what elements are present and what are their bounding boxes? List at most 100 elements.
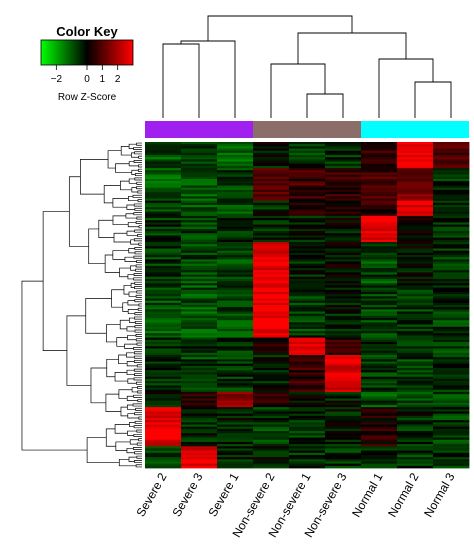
heatmap-cell — [397, 305, 434, 308]
heatmap-cell — [181, 263, 218, 267]
heatmap-cell — [433, 148, 470, 152]
heatmap-cell — [145, 276, 182, 280]
heatmap-cell — [289, 189, 326, 193]
heatmap-cell — [181, 422, 218, 425]
heatmap-cell — [145, 435, 182, 438]
heatmap-cell — [145, 291, 182, 295]
row-dendrogram-branch — [138, 416, 142, 420]
heatmap-cell — [217, 276, 254, 280]
heatmap-cell — [325, 450, 362, 454]
heatmap-cell — [433, 407, 470, 410]
heatmap-cell — [397, 261, 434, 265]
heatmap-cell — [217, 439, 254, 443]
heatmap-cell — [397, 402, 434, 406]
heatmap-cell — [217, 437, 254, 441]
row-dendrogram-branch — [133, 433, 142, 437]
heatmap-cell — [325, 272, 362, 275]
heatmap-cell — [145, 181, 182, 184]
heatmap-cell — [253, 333, 290, 336]
heatmap-cell — [145, 450, 182, 454]
heatmap-cell — [253, 446, 290, 449]
heatmap-cell — [145, 465, 182, 469]
row-dendrogram-branch — [137, 190, 142, 194]
heatmap-cell — [253, 385, 290, 388]
row-dendrogram-branch — [137, 399, 142, 403]
heatmap-cell — [181, 189, 218, 193]
row-dendrogram-branch — [115, 441, 131, 451]
heatmap-cell — [433, 187, 470, 191]
heatmap-cell — [361, 385, 398, 388]
heatmap-cell — [181, 183, 218, 186]
heatmap-cell — [361, 415, 398, 419]
column-dendrogram-branch — [378, 58, 434, 118]
heatmap-cell — [433, 161, 470, 165]
heatmap-cell — [397, 446, 434, 449]
heatmap-cell — [433, 231, 470, 234]
heatmap-cell — [397, 272, 434, 275]
heatmap-cell — [325, 246, 362, 249]
heatmap-cell — [289, 307, 326, 310]
heatmap-cell — [253, 352, 290, 356]
heatmap-cell — [289, 291, 326, 295]
heatmap-cell — [397, 159, 434, 162]
heatmap-cell — [361, 176, 398, 180]
heatmap-cell — [145, 396, 182, 399]
heatmap-cell — [433, 311, 470, 315]
heatmap-cell — [325, 418, 362, 421]
heatmap-cell — [217, 294, 254, 297]
heatmap-cell — [325, 346, 362, 349]
heatmap-cell — [289, 185, 326, 189]
heatmap-cell — [397, 418, 434, 421]
heatmap-cell — [433, 270, 470, 273]
heatmap-cell — [217, 409, 254, 412]
color-key-bar — [40, 39, 134, 66]
row-dendrogram-branch — [133, 351, 142, 355]
heatmap-cell — [433, 235, 470, 239]
heatmap-cell — [433, 241, 470, 245]
heatmap-cell — [433, 172, 470, 175]
heatmap-cell — [217, 400, 254, 404]
heatmap-cell — [145, 239, 182, 243]
heatmap-cell — [289, 309, 326, 312]
heatmap-cell — [253, 148, 290, 152]
heatmap-cell — [181, 311, 218, 315]
heatmap-cell — [433, 252, 470, 256]
heatmap-cell — [253, 207, 290, 210]
heatmap-cell — [181, 244, 218, 247]
heatmap-cell — [325, 387, 362, 391]
heatmap-cell — [361, 265, 398, 269]
row-dendrogram-branch — [119, 267, 131, 278]
heatmap-cell — [361, 155, 398, 158]
heatmap-cell — [289, 300, 326, 304]
heatmap-cell — [145, 174, 182, 178]
row-dendrogram-branch — [137, 307, 142, 311]
heatmap-cell — [361, 263, 398, 267]
heatmap-cell — [325, 265, 362, 269]
row-dendrogram-branch — [135, 264, 142, 268]
column-dendrogram-branch — [207, 15, 353, 41]
row-dendrogram-branch — [126, 326, 135, 332]
heatmap-cell — [289, 352, 326, 356]
heatmap-cell — [325, 222, 362, 225]
row-dendrogram-branch — [138, 164, 142, 168]
heatmap-cell — [145, 461, 182, 465]
heatmap-cell — [397, 354, 434, 358]
heatmap-cell — [145, 428, 182, 432]
heatmap-cell — [181, 363, 218, 367]
heatmap-cell — [289, 422, 326, 425]
heatmap-cell — [289, 176, 326, 180]
heatmap-cell — [217, 211, 254, 215]
heatmap-cell — [253, 283, 290, 286]
heatmap-cell — [361, 407, 398, 410]
heatmap-cell — [181, 324, 218, 328]
heatmap-cell — [217, 155, 254, 158]
heatmap-cell — [181, 209, 218, 212]
heatmap-cell — [181, 437, 218, 441]
heatmap-cell — [289, 305, 326, 308]
heatmap-cell — [325, 446, 362, 449]
heatmap-cell — [325, 248, 362, 252]
heatmap-cell — [433, 142, 470, 145]
heatmap-cell — [397, 191, 434, 195]
heatmap-cell — [397, 337, 434, 341]
heatmap-cell — [433, 341, 470, 345]
